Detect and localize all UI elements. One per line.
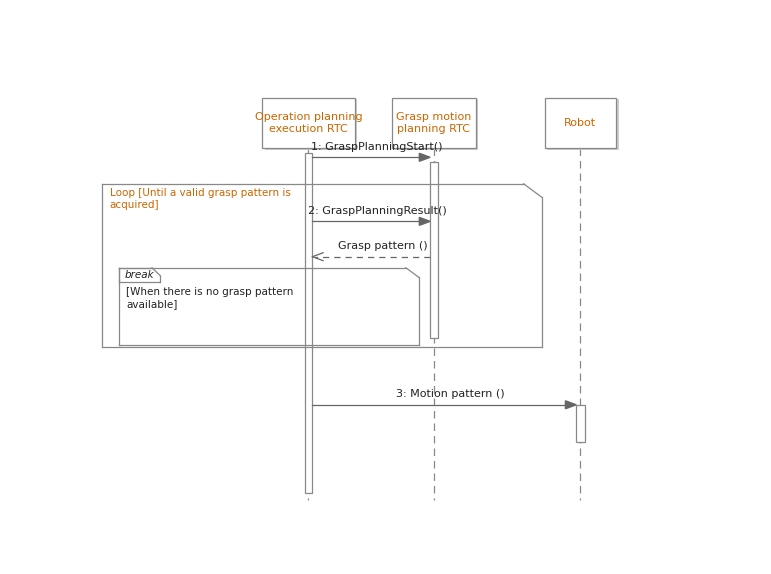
Polygon shape: [565, 401, 576, 409]
FancyBboxPatch shape: [392, 98, 476, 149]
FancyBboxPatch shape: [430, 162, 438, 339]
FancyBboxPatch shape: [262, 98, 355, 149]
Text: 3: Motion pattern (): 3: Motion pattern (): [396, 390, 505, 400]
FancyBboxPatch shape: [544, 98, 616, 149]
FancyBboxPatch shape: [547, 99, 618, 150]
Polygon shape: [419, 153, 430, 161]
Text: Robot: Robot: [564, 118, 597, 128]
FancyBboxPatch shape: [395, 99, 478, 150]
FancyBboxPatch shape: [305, 153, 312, 493]
Polygon shape: [419, 218, 430, 226]
Text: Grasp pattern (): Grasp pattern (): [338, 242, 428, 251]
Text: Grasp motion
planning RTC: Grasp motion planning RTC: [396, 113, 472, 134]
Text: 1: GraspPlanningStart(): 1: GraspPlanningStart(): [311, 142, 443, 152]
Text: Loop [Until a valid grasp pattern is
acquired]: Loop [Until a valid grasp pattern is acq…: [109, 188, 291, 210]
FancyBboxPatch shape: [264, 99, 357, 150]
Text: Operation planning
execution RTC: Operation planning execution RTC: [254, 113, 362, 134]
FancyBboxPatch shape: [576, 405, 584, 443]
Text: [When there is no grasp pattern
available]: [When there is no grasp pattern availabl…: [126, 287, 294, 309]
Text: 2: GraspPlanningResult(): 2: GraspPlanningResult(): [308, 206, 446, 216]
Text: break: break: [125, 270, 155, 280]
